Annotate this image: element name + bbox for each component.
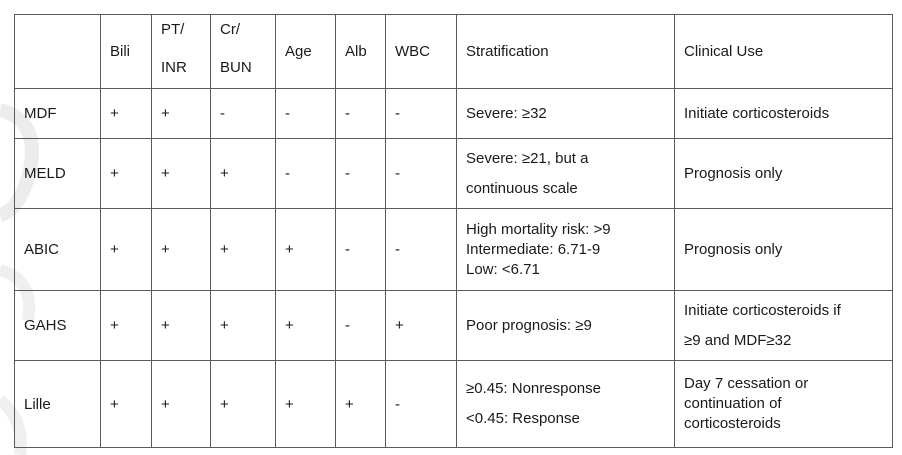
variable-inclusion-mark: + — [100, 208, 152, 291]
variable-inclusion-mark: + — [151, 138, 211, 209]
column-header: Bili — [100, 14, 152, 89]
variable-inclusion-mark: + — [151, 88, 211, 139]
variable-inclusion-mark: - — [210, 88, 276, 139]
variable-inclusion-mark: + — [210, 290, 276, 361]
variable-inclusion-mark: + — [100, 290, 152, 361]
table-row: GAHS + + + + - + Poor prognosis: ≥9 Initiate cor… — [14, 290, 893, 361]
stratification-cell-line: Severe: ≥21, but a — [466, 149, 589, 167]
score-name: MDF — [14, 88, 101, 139]
variable-inclusion-mark: + — [385, 290, 457, 361]
column-header: WBC — [385, 14, 457, 89]
stratification-cell-line: <0.45: Response — [466, 410, 580, 427]
clinical-use-cell-line: Prognosis only — [684, 165, 783, 182]
variable-inclusion-mark: + — [151, 360, 211, 448]
column-header-line: Bili — [110, 43, 131, 60]
stratification-cell-line: Poor prognosis: ≥9 — [466, 317, 592, 334]
column-header-line: PT/ — [161, 20, 185, 38]
variable-inclusion-mark: + — [275, 290, 336, 361]
column-header: Cr/BUN — [210, 14, 276, 89]
variable-inclusion-mark: - — [385, 88, 457, 139]
table-row: MDF + + - - - - Severe: ≥32 Initiate corticoster… — [14, 88, 893, 139]
variable-inclusion-mark: - — [385, 360, 457, 448]
clinical-use-cell-line: corticosteroids — [684, 415, 781, 432]
variable-inclusion-mark: + — [210, 360, 276, 448]
column-header: Age — [275, 14, 336, 89]
variable-inclusion-mark: + — [151, 208, 211, 291]
variable-inclusion-mark: + — [100, 88, 152, 139]
variable-inclusion-mark: - — [335, 138, 386, 209]
variable-inclusion-mark: - — [275, 88, 336, 139]
stratification-cell-line: Low: <6.71 — [466, 260, 540, 278]
stratification-cell-line: Severe: ≥32 — [466, 105, 547, 122]
column-header: Clinical Use — [674, 14, 893, 89]
column-header-line: BUN — [220, 58, 252, 76]
stratification-cell-line: ≥0.45: Nonresponse — [466, 380, 601, 397]
column-header-line: Stratification — [466, 43, 549, 60]
column-header-line: INR — [161, 58, 187, 76]
stratification-cell: Poor prognosis: ≥9 — [456, 290, 675, 361]
header-row: Bili PT/INR Cr/BUN Age Alb WBC Stratification C… — [14, 14, 893, 89]
table-row: MELD + + + - - - Severe: ≥21, but a continuous s… — [14, 138, 893, 209]
column-header-line: Clinical Use — [684, 43, 764, 60]
stratification-cell: High mortality risk: >9 Intermediate: 6.7… — [456, 208, 675, 291]
clinical-use-cell: Prognosis only — [674, 208, 893, 291]
table-row: ABIC + + + + - - High mortality risk: >9 Interme… — [14, 208, 893, 291]
variable-inclusion-mark: + — [275, 208, 336, 291]
variable-inclusion-mark: - — [335, 208, 386, 291]
stratification-cell-line: continuous scale — [466, 179, 578, 197]
variable-inclusion-mark: + — [210, 208, 276, 291]
column-header-line: WBC — [395, 43, 430, 60]
stratification-cell: Severe: ≥21, but a continuous scale — [456, 138, 675, 209]
variable-inclusion-mark: + — [335, 360, 386, 448]
variable-inclusion-mark: + — [275, 360, 336, 448]
variable-inclusion-mark: + — [100, 138, 152, 209]
table-row: Lille + + + + + - ≥0.45: Nonresponse <0.45: Resp… — [14, 360, 893, 448]
column-header-line: Alb — [345, 43, 367, 60]
clinical-use-cell-line: Initiate corticosteroids — [684, 105, 830, 122]
score-name: Lille — [14, 360, 101, 448]
variable-inclusion-mark: - — [335, 88, 386, 139]
variable-inclusion-mark: - — [335, 290, 386, 361]
clinical-use-cell: Prognosis only — [674, 138, 893, 209]
scoring-systems-table: Bili PT/INR Cr/BUN Age Alb WBC Stratification C… — [14, 14, 893, 448]
stratification-cell: Severe: ≥32 — [456, 88, 675, 139]
clinical-use-cell: Initiate corticosteroids — [674, 88, 893, 139]
clinical-use-cell-line: Day 7 cessation or — [684, 375, 809, 392]
variable-inclusion-mark: - — [275, 138, 336, 209]
score-name: MELD — [14, 138, 101, 209]
variable-inclusion-mark: - — [385, 208, 457, 291]
clinical-use-cell: Initiate corticosteroids if ≥9 and MDF≥32 — [674, 290, 893, 361]
stratification-cell: ≥0.45: Nonresponse <0.45: Response — [456, 360, 675, 448]
variable-inclusion-mark: + — [210, 138, 276, 209]
column-header-line: Age — [285, 43, 312, 60]
clinical-use-cell-line: ≥9 and MDF≥32 — [684, 331, 792, 349]
stratification-cell-line: High mortality risk: >9 — [466, 220, 611, 238]
column-header-line: Cr/ — [220, 20, 240, 38]
clinical-use-cell-line: continuation of — [684, 395, 782, 412]
clinical-use-cell: Day 7 cessation or continuation of cortico… — [674, 360, 893, 448]
score-name: GAHS — [14, 290, 101, 361]
column-header: PT/INR — [151, 14, 211, 89]
column-header: Alb — [335, 14, 386, 89]
stratification-cell-line: Intermediate: 6.71-9 — [466, 240, 601, 258]
score-name: ABIC — [14, 208, 101, 291]
clinical-use-cell-line: Initiate corticosteroids if — [684, 301, 841, 319]
clinical-use-cell-line: Prognosis only — [684, 241, 783, 258]
header-empty-cell — [14, 14, 101, 89]
variable-inclusion-mark: - — [385, 138, 457, 209]
column-header: Stratification — [456, 14, 675, 89]
variable-inclusion-mark: + — [151, 290, 211, 361]
variable-inclusion-mark: + — [100, 360, 152, 448]
